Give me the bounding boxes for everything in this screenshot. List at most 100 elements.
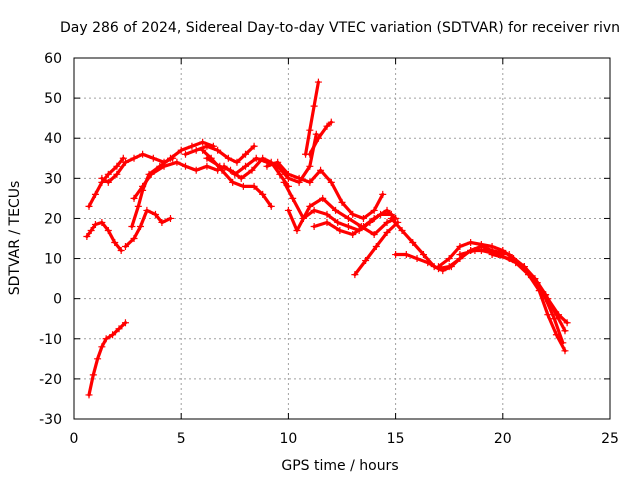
data-point <box>323 122 331 130</box>
y-tick-label: 50 <box>44 91 62 107</box>
series-track-14 <box>263 158 387 222</box>
data-point <box>136 222 144 230</box>
data-point <box>323 218 331 226</box>
data-point <box>488 251 496 259</box>
data-point <box>121 319 129 327</box>
data-point <box>192 146 200 154</box>
data-point <box>229 178 237 186</box>
data-point <box>370 230 378 238</box>
data-point <box>306 202 314 210</box>
data-point <box>445 255 453 263</box>
data-point <box>359 214 367 222</box>
data-point <box>383 206 391 214</box>
data-point <box>533 279 541 287</box>
data-point <box>231 170 239 178</box>
data-point <box>349 230 357 238</box>
data-point <box>471 247 479 255</box>
data-point <box>250 142 258 150</box>
data-point <box>336 226 344 234</box>
series-track-1 <box>85 319 129 399</box>
data-point <box>85 391 93 399</box>
data-point <box>104 178 112 186</box>
data-point <box>102 335 110 343</box>
data-point <box>250 182 258 190</box>
data-point <box>334 218 342 226</box>
x-tick-label: 10 <box>279 431 297 447</box>
data-point <box>158 218 166 226</box>
series-track-24 <box>488 251 567 347</box>
data-point <box>177 146 185 154</box>
data-point <box>327 178 335 186</box>
series-line <box>286 196 398 237</box>
x-tick-label: 25 <box>601 431 619 447</box>
series-track-12 <box>302 78 322 158</box>
data-point <box>139 182 147 190</box>
plot-frame <box>73 57 611 420</box>
data-point <box>424 259 432 267</box>
data-point <box>89 371 97 379</box>
data-point <box>351 271 359 279</box>
data-point <box>151 210 159 218</box>
data-point <box>398 226 406 234</box>
data-point <box>91 190 99 198</box>
data-point <box>284 170 292 178</box>
data-point <box>203 142 211 150</box>
data-point <box>338 198 346 206</box>
series-track-2 <box>83 218 125 255</box>
series-track-23 <box>477 247 569 355</box>
data-point <box>306 150 314 158</box>
x-tick-label: 15 <box>387 431 405 447</box>
data-point <box>248 166 256 174</box>
data-point <box>289 194 297 202</box>
series-line <box>265 160 385 220</box>
data-point <box>392 251 400 259</box>
chart-title: Day 286 of 2024, Sidereal Day-to-day VTE… <box>60 20 620 36</box>
data-point <box>109 331 117 339</box>
data-point <box>203 162 211 170</box>
y-tick-label: -20 <box>39 372 62 388</box>
data-point <box>383 228 391 236</box>
data-point <box>387 214 395 222</box>
tick-labels: 0 5 10 15 20 25 -30 -20 -10 0 10 20 30 40 50 60 <box>39 51 619 447</box>
data-point <box>306 126 314 134</box>
data-point <box>143 206 151 214</box>
data-point <box>121 243 129 251</box>
data-point <box>113 170 121 178</box>
series-track-4 <box>98 150 177 186</box>
data-point <box>344 214 352 222</box>
data-point <box>199 146 207 154</box>
data-point <box>319 194 327 202</box>
data-point <box>181 162 189 170</box>
data-point <box>220 162 228 170</box>
data-point <box>332 206 340 214</box>
data-point <box>85 202 93 210</box>
data-point <box>317 166 325 174</box>
data-point <box>370 206 378 214</box>
series-track-8 <box>181 142 258 166</box>
data-point <box>306 178 314 186</box>
series-track-11 <box>220 130 320 186</box>
data-point <box>214 146 222 154</box>
data-point <box>252 154 260 162</box>
data-point <box>104 170 112 178</box>
data-point <box>419 251 427 259</box>
data-point <box>128 222 136 230</box>
data-point <box>561 327 569 335</box>
y-tick-label: 40 <box>44 131 62 147</box>
data-point <box>111 239 119 247</box>
data-point <box>203 154 211 162</box>
data-point <box>276 170 284 178</box>
data-point <box>362 257 370 265</box>
x-tick-label: 20 <box>494 431 512 447</box>
data-point <box>477 247 485 255</box>
data-point <box>312 130 320 138</box>
y-tick-label: 20 <box>44 211 62 227</box>
series-line <box>87 321 128 397</box>
data-point <box>237 174 245 182</box>
x-tick-label: 5 <box>177 431 186 447</box>
data-point <box>293 226 301 234</box>
data-point <box>379 190 387 198</box>
axis-ticks <box>73 57 611 420</box>
data-point <box>284 206 292 214</box>
